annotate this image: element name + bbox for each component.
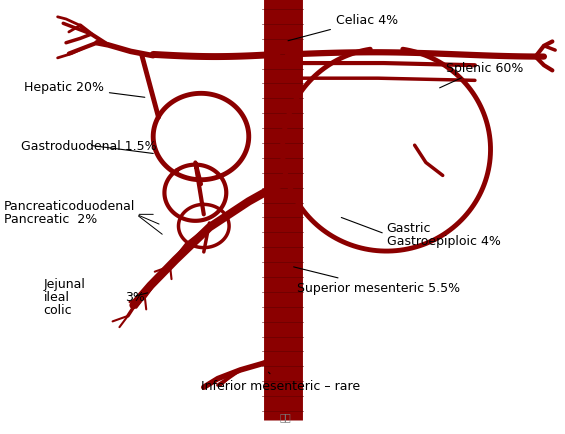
Text: Splenic 60%: Splenic 60% (440, 62, 523, 89)
Text: Pancreatic  2%: Pancreatic 2% (4, 213, 97, 226)
Text: ℊℊ: ℊℊ (280, 412, 291, 422)
Text: Gastroduodenal 1.5%: Gastroduodenal 1.5% (21, 139, 157, 154)
Text: Hepatic 20%: Hepatic 20% (24, 81, 145, 98)
Text: Superior mesenteric 5.5%: Superior mesenteric 5.5% (294, 267, 460, 295)
Text: Pancreaticoduodenal: Pancreaticoduodenal (4, 200, 136, 213)
Text: Inferior mesenteric – rare: Inferior mesenteric – rare (201, 372, 360, 391)
Text: 3%: 3% (125, 290, 145, 303)
Text: Gastric: Gastric (386, 221, 431, 234)
Text: Gastroepiploic 4%: Gastroepiploic 4% (386, 234, 501, 247)
Text: Jejunal: Jejunal (44, 277, 85, 290)
Text: Celiac 4%: Celiac 4% (288, 14, 398, 42)
Text: ileal: ileal (44, 290, 69, 303)
Text: colic: colic (44, 303, 72, 316)
